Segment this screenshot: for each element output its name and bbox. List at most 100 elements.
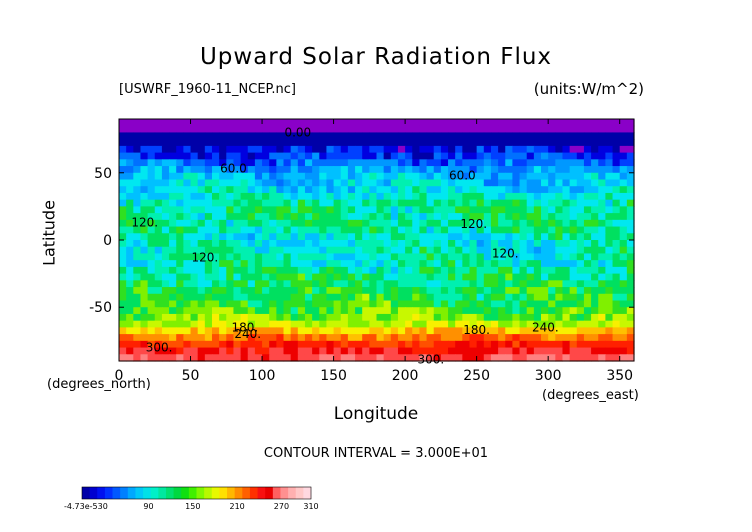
heatmap-cell (426, 145, 435, 154)
heatmap-cell (490, 246, 499, 255)
heatmap-cell (448, 226, 456, 234)
heatmap-cell (176, 300, 184, 308)
heatmap-cell (462, 246, 471, 255)
heatmap-cell (533, 327, 542, 335)
heatmap-cell (211, 172, 220, 181)
heatmap-cell (440, 139, 449, 147)
heatmap-cell (304, 119, 313, 127)
heatmap-cell (183, 172, 192, 181)
heatmap-cell (290, 139, 299, 147)
heatmap-cell (548, 159, 556, 167)
heatmap-cell (197, 327, 206, 335)
heatmap-cell (490, 152, 499, 160)
heatmap-cell (541, 340, 549, 349)
heatmap-cell (140, 347, 149, 355)
heatmap-cell (440, 307, 449, 315)
heatmap-cell (262, 166, 270, 174)
heatmap-cell (219, 199, 227, 207)
heatmap-cell (519, 334, 528, 342)
heatmap-cell (462, 307, 471, 315)
heatmap-cell (433, 226, 442, 234)
heatmap-cell (226, 233, 235, 241)
heatmap-cell (541, 233, 549, 241)
heatmap-cell (276, 159, 285, 167)
heatmap-cell (376, 253, 385, 261)
heatmap-cell (140, 233, 149, 241)
heatmap-cell (626, 226, 635, 234)
heatmap-cell (376, 307, 385, 315)
heatmap-cell (319, 213, 328, 221)
heatmap-cell (576, 280, 585, 288)
heatmap-cell (476, 132, 485, 140)
heatmap-cell (355, 233, 363, 241)
heatmap-cell (262, 300, 270, 308)
heatmap-cell (276, 233, 285, 241)
heatmap-cell (555, 347, 564, 355)
heatmap-cell (290, 240, 299, 248)
heatmap-cell (505, 287, 513, 295)
heatmap-cell (576, 152, 585, 160)
heatmap-cell (211, 334, 220, 342)
heatmap-cell (176, 125, 184, 134)
heatmap-cell (283, 266, 292, 275)
heatmap-cell (555, 354, 564, 362)
heatmap-cell (297, 139, 306, 147)
heatmap-cell (569, 172, 578, 181)
heatmap-cell (455, 253, 463, 261)
heatmap-cell (347, 186, 356, 194)
heatmap-cell (605, 132, 614, 140)
heatmap-cell (512, 152, 521, 160)
heatmap-cell (548, 145, 556, 154)
heatmap-cell (304, 293, 313, 302)
heatmap-cell (161, 152, 170, 160)
heatmap-cell (240, 320, 249, 328)
heatmap-cell (126, 287, 134, 295)
heatmap-cell (605, 152, 614, 160)
heatmap-cell (119, 233, 127, 241)
heatmap-cell (312, 313, 320, 322)
heatmap-cell (119, 166, 127, 174)
heatmap-cell (626, 266, 635, 275)
heatmap-cell (333, 119, 342, 127)
heatmap-cell (390, 192, 399, 201)
heatmap-cell (304, 266, 313, 275)
heatmap-cell (462, 266, 471, 275)
heatmap-cell (247, 172, 256, 181)
heatmap-cell (612, 280, 621, 288)
heatmap-cell (254, 287, 263, 295)
heatmap-cell (176, 206, 184, 214)
heatmap-cell (226, 300, 235, 308)
heatmap-cell (276, 119, 285, 127)
heatmap-cell (190, 192, 199, 201)
heatmap-cell (154, 152, 163, 160)
heatmap-cell (319, 233, 328, 241)
heatmap-cell (169, 192, 177, 201)
heatmap-cell (591, 287, 599, 295)
heatmap-cell (569, 119, 578, 127)
heatmap-cell (154, 253, 163, 261)
heatmap-cell (412, 334, 421, 342)
heatmap-cell (469, 287, 478, 295)
heatmap-cell (512, 307, 521, 315)
heatmap-cell (269, 307, 277, 315)
heatmap-cell (476, 219, 485, 228)
heatmap-cell (126, 166, 134, 174)
heatmap-cell (419, 300, 428, 308)
x-tick-label: 300 (535, 368, 562, 384)
heatmap-cell (204, 172, 213, 181)
heatmap-cell (626, 320, 635, 328)
heatmap-cell (133, 307, 142, 315)
heatmap-cell (476, 125, 485, 134)
heatmap-cell (397, 125, 406, 134)
heatmap-cell (440, 186, 449, 194)
heatmap-cell (161, 233, 170, 241)
heatmap-cell (455, 199, 463, 207)
heatmap-cell (297, 186, 306, 194)
heatmap-cell (383, 313, 392, 322)
heatmap-cell (326, 172, 335, 181)
heatmap-cell (355, 219, 363, 228)
heatmap-cell (626, 186, 635, 194)
heatmap-cell (197, 192, 206, 201)
contour-label: 120. (460, 217, 487, 231)
heatmap-cell (476, 253, 485, 261)
